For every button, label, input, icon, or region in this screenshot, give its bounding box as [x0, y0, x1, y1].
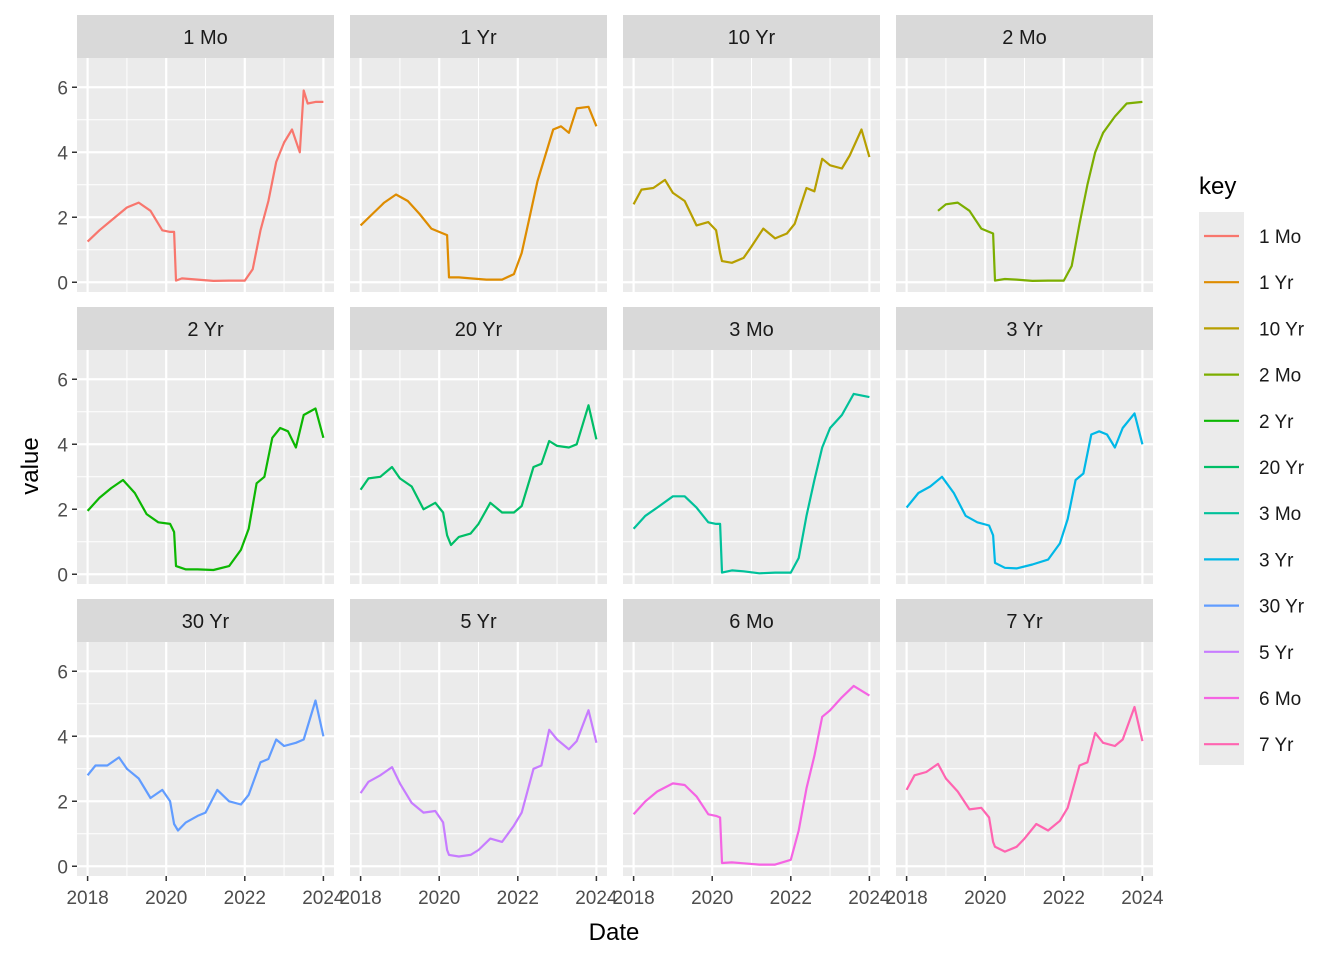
facet-panel: 2 Yr	[77, 307, 334, 584]
facet-panel: 3 Mo	[623, 307, 880, 584]
legend-label: 3 Mo	[1259, 504, 1301, 525]
facet-strip-label: 6 Mo	[729, 611, 773, 633]
facet-panel: 1 Mo	[77, 15, 334, 292]
y-tick-label: 0	[57, 857, 68, 878]
facet-strip-label: 1 Mo	[183, 27, 227, 49]
x-tick-label: 2024	[302, 888, 345, 909]
series-line	[632, 684, 870, 866]
facet-strip-label: 3 Yr	[1006, 319, 1043, 341]
legend-label: 30 Yr	[1259, 597, 1305, 618]
facet-panel: 6 Mo	[623, 599, 880, 876]
facet-strip	[623, 15, 880, 58]
legend-title: key	[1199, 173, 1236, 200]
x-tick-label: 2022	[224, 888, 266, 909]
facet-panel: 2 Mo	[896, 15, 1153, 292]
x-tick-label: 2018	[66, 888, 108, 909]
facet-strip	[77, 15, 334, 58]
facet-panel: 5 Yr	[350, 599, 607, 876]
legend-key-background	[1199, 212, 1244, 765]
facet-panel: 20 Yr	[350, 307, 607, 584]
series-line	[359, 709, 598, 858]
facet-panel: 3 Yr	[896, 307, 1153, 584]
facet-strip-label: 1 Yr	[460, 27, 497, 49]
facet-strip-label: 30 Yr	[182, 611, 230, 633]
legend-label: 10 Yr	[1259, 319, 1305, 340]
legend-label: 2 Yr	[1259, 412, 1294, 433]
y-tick-label: 6	[57, 370, 68, 391]
legend-label: 1 Mo	[1259, 227, 1301, 248]
x-tick-label: 2024	[1121, 888, 1164, 909]
x-tick-label: 2024	[575, 888, 618, 909]
facet-strip	[77, 599, 334, 642]
facet-panel: 1 Yr	[350, 15, 607, 292]
y-tick-label: 2	[57, 500, 68, 521]
x-tick-label: 2024	[848, 888, 891, 909]
x-tick-label: 2018	[885, 888, 927, 909]
y-tick-label: 4	[57, 143, 68, 164]
facet-strip-label: 20 Yr	[455, 319, 503, 341]
facet-strip-label: 5 Yr	[460, 611, 497, 633]
series-line	[359, 404, 598, 547]
y-tick-label: 0	[57, 273, 68, 294]
legend-label: 20 Yr	[1259, 458, 1305, 479]
facet-strip	[77, 307, 334, 350]
facet-strip	[896, 599, 1153, 642]
facet-strip	[350, 307, 607, 350]
legend-label: 7 Yr	[1259, 735, 1294, 756]
facet-strip	[896, 15, 1153, 58]
series-line	[86, 407, 325, 572]
x-axis-title: Date	[589, 919, 640, 946]
x-tick-label: 2018	[612, 888, 654, 909]
x-tick-label: 2022	[497, 888, 539, 909]
series-line	[632, 128, 871, 264]
x-tick-label: 2020	[145, 888, 187, 909]
facet-strip-label: 3 Mo	[729, 319, 773, 341]
facet-strip-label: 7 Yr	[1006, 611, 1043, 633]
y-tick-label: 2	[57, 208, 68, 229]
series-line	[359, 105, 598, 281]
facet-strip	[350, 599, 607, 642]
series-line	[905, 412, 1144, 570]
y-tick-label: 6	[57, 662, 68, 683]
legend-label: 1 Yr	[1259, 273, 1294, 294]
y-tick-label: 6	[57, 78, 68, 99]
facet-panel: 7 Yr	[896, 599, 1153, 876]
x-tick-label: 2022	[1043, 888, 1085, 909]
series-line	[632, 392, 870, 575]
series-line	[905, 705, 1144, 853]
y-tick-label: 2	[57, 792, 68, 813]
x-tick-label: 2020	[691, 888, 733, 909]
legend-label: 3 Yr	[1259, 550, 1294, 571]
facet-strip	[623, 599, 880, 642]
facet-strip	[623, 307, 880, 350]
series-line	[937, 100, 1143, 282]
facet-strip-label: 10 Yr	[728, 27, 776, 49]
x-tick-label: 2020	[418, 888, 460, 909]
facet-strip	[350, 15, 607, 58]
facet-panel: 10 Yr	[623, 15, 880, 292]
y-tick-label: 4	[57, 435, 68, 456]
y-tick-label: 4	[57, 727, 68, 748]
series-line	[86, 699, 325, 832]
x-tick-label: 2020	[964, 888, 1006, 909]
facet-panel: 30 Yr	[77, 599, 334, 876]
y-tick-label: 0	[57, 565, 68, 586]
facet-strip-label: 2 Yr	[187, 319, 224, 341]
x-tick-label: 2022	[770, 888, 812, 909]
facet-strip-label: 2 Mo	[1002, 27, 1046, 49]
y-axis-title: value	[17, 437, 44, 494]
legend-label: 6 Mo	[1259, 689, 1301, 710]
legend-label: 2 Mo	[1259, 366, 1301, 387]
x-tick-label: 2018	[339, 888, 381, 909]
legend-label: 5 Yr	[1259, 643, 1294, 664]
facet-strip	[896, 307, 1153, 350]
series-line	[86, 89, 324, 282]
